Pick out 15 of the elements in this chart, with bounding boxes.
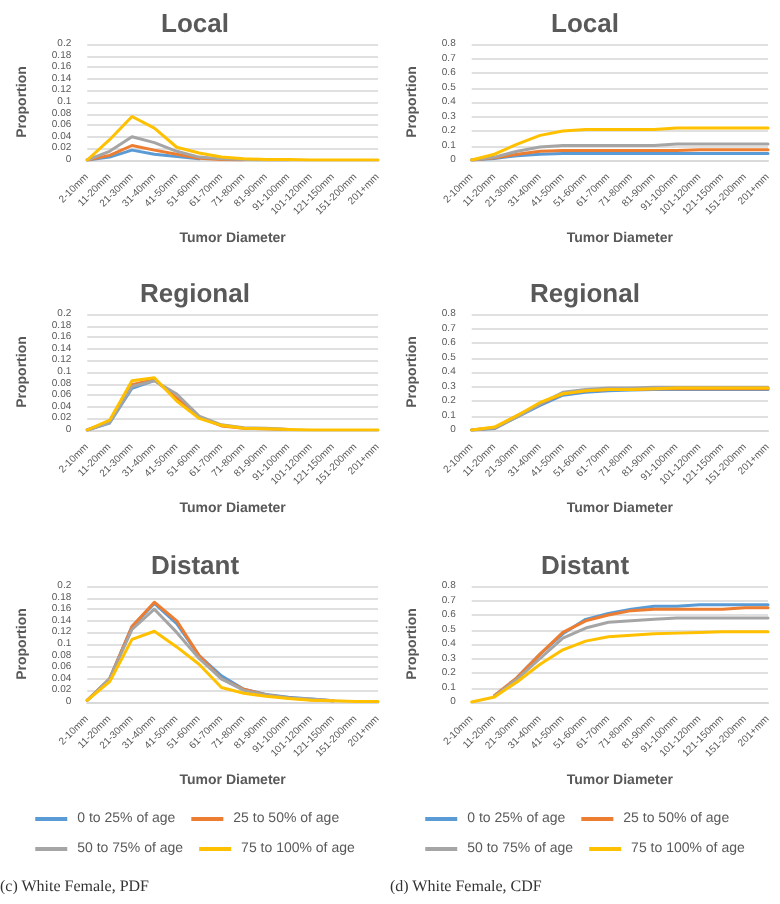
line-series (470, 629, 770, 703)
line-series (85, 115, 380, 162)
chart-title: Distant (540, 549, 631, 580)
line-series (85, 376, 380, 433)
line-series (85, 629, 380, 703)
line-series (470, 126, 770, 162)
chart-title: Local (551, 8, 619, 38)
line-series (470, 142, 770, 162)
chart-title: Distant (150, 549, 241, 580)
chart-title: Regional (530, 278, 640, 309)
chart-title: Local (161, 8, 229, 38)
text: (d) White Female, CDF (390, 876, 543, 895)
chart-title: Regional (140, 278, 250, 309)
line-series (85, 379, 156, 433)
text: (c) White Female, PDF (0, 876, 151, 895)
